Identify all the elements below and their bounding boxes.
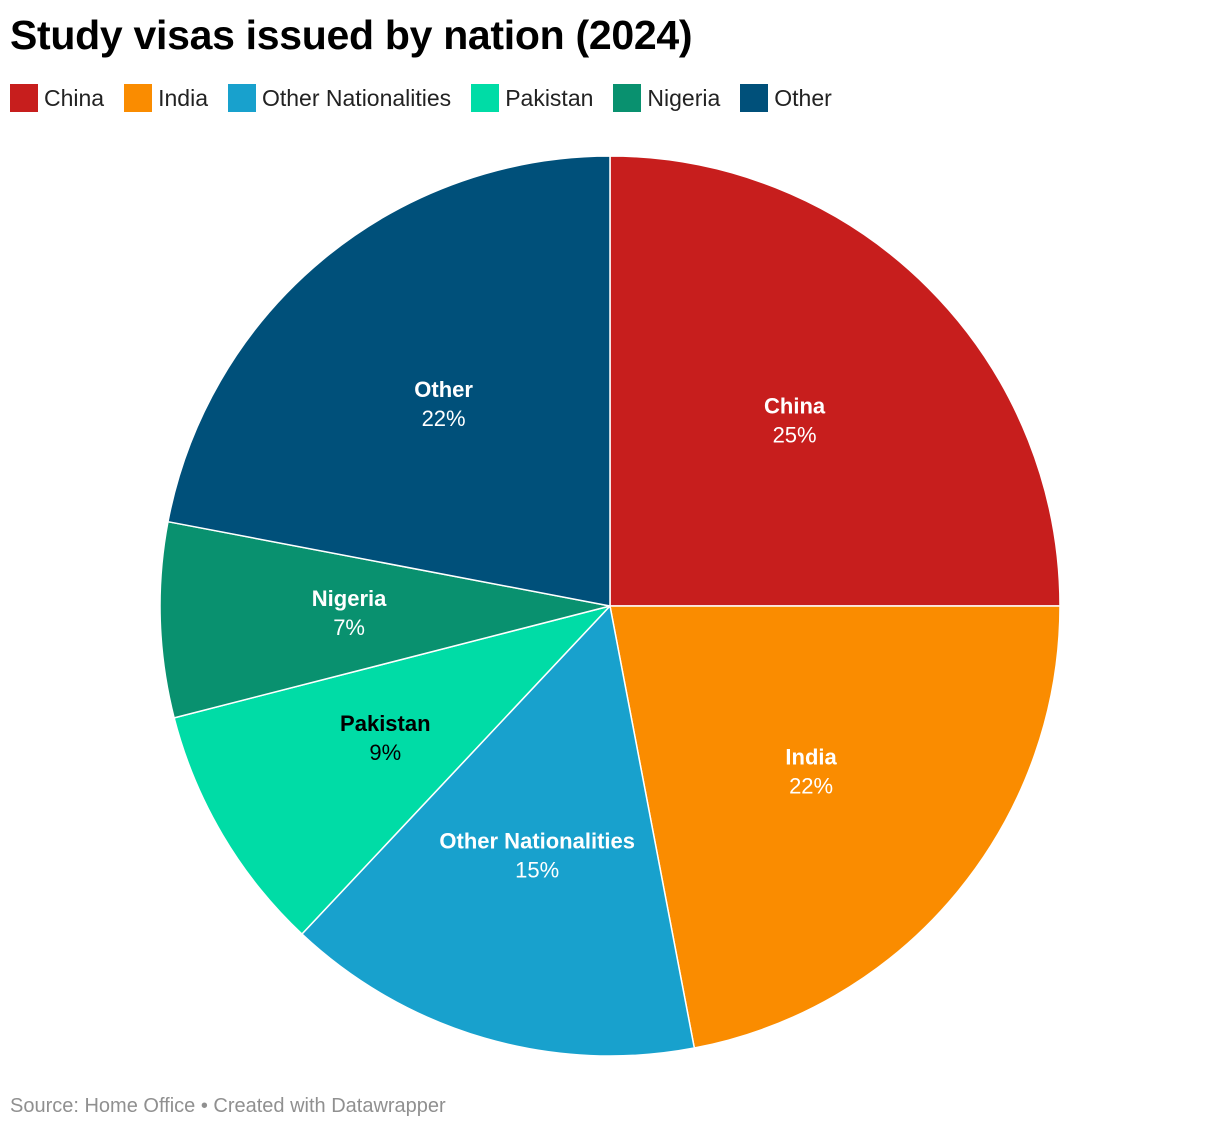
slice-value-india: 22% [789,773,833,798]
pie-slice-nigeria [159,520,611,719]
chart-title: Study visas issued by nation (2024) [10,12,693,58]
slice-label-china: China [764,393,826,418]
legend-item-india: India [124,84,208,112]
legend-label-pakistan: Pakistan [505,84,594,111]
source-note: Source: Home Office • Created with Dataw… [10,1095,446,1117]
legend-label-other: Other [774,84,832,111]
slice-value-other: 22% [422,406,466,431]
slice-value-china: 25% [773,422,817,447]
slice-value-nigeria: 7% [333,615,365,640]
slice-label-india: India [785,744,837,769]
slice-label-pakistan: Pakistan [340,711,431,736]
pie-slice-other [167,155,611,607]
slice-value-pakistan: 9% [369,740,401,765]
slice-value-other-nationalities: 15% [515,858,559,883]
slice-label-nigeria: Nigeria [312,586,387,611]
pie-slices [159,155,1061,1057]
legend-swatch-pakistan [471,84,500,112]
legend-item-other: Other [740,84,832,112]
legend-swatch-other-nationalities [227,84,256,112]
slice-label-other: Other [414,377,473,402]
pie-slice-pakistan [173,605,611,935]
legend-item-other-nationalities: Other Nationalities [227,84,452,112]
legend-item-china: China [10,84,104,112]
pie-chart: China 25% India 22% Other Nationalities 15% Pa… [159,155,1061,1057]
legend-label-china: China [44,84,105,111]
chart-legend: China India Other Nationalities Pakistan Nig… [10,82,852,114]
legend-label-india: India [158,84,208,111]
legend-swatch-china [10,84,38,112]
legend-label-nigeria: Nigeria [647,84,721,111]
pie-slice-other-nationalities [301,605,696,1057]
legend-swatch-nigeria [613,84,642,112]
legend-item-nigeria: Nigeria [613,84,720,112]
slice-label-other-nationalities: Other Nationalities [439,829,635,854]
pie-labels: China 25% India 22% Other Nationalities 15% Pa… [312,377,838,883]
legend-swatch-india [124,84,153,112]
legend-swatch-other [740,84,769,112]
legend-label-other-nationalities: Other Nationalities [261,84,452,111]
legend-item-pakistan: Pakistan [471,84,593,112]
pie-slice-china [609,155,1061,607]
pie-slice-india [609,605,1061,1049]
